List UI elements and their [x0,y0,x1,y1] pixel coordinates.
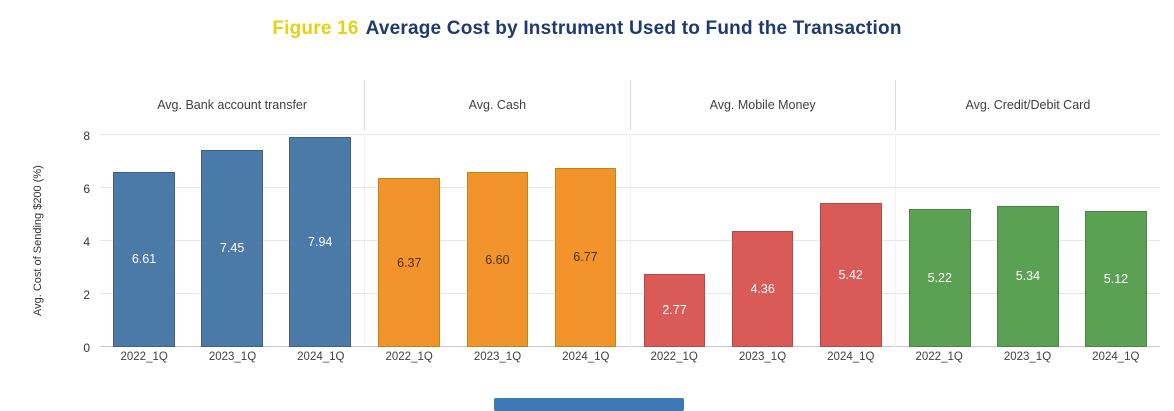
bar-slot: 2.77 [631,135,719,347]
horizontal-scrollbar-thumb[interactable] [494,398,684,411]
bar-value-label: 6.60 [485,252,510,267]
bar-avg-credit-debit-card-2022-1q[interactable]: 5.22 [908,208,971,347]
bar-avg-bank-account-transfer-2024-1q[interactable]: 7.94 [289,136,352,347]
gridline [630,187,895,188]
chart-title-prefix: Figure 16 [272,18,359,39]
bar-value-label: 2.77 [662,303,687,318]
x-tick-label: 2024_1Q [297,351,345,363]
bar-value-label: 5.34 [1015,269,1041,284]
bar-value-label: 4.36 [750,282,775,297]
bar-value-label: 7.45 [219,241,245,256]
bar-slot: 6.37 [365,135,453,347]
bar-value-label: 6.61 [131,252,157,267]
chart-title-main: Average Cost by Instrument Used to Fund … [365,18,902,39]
bar-avg-cash-2022-1q[interactable]: 6.37 [378,178,441,347]
x-tick-label: 2024_1Q [1092,351,1140,363]
bar-slot: 7.94 [276,135,364,347]
facet-panel-avg-mobile-money: 2.77 4.36 5.42 [629,134,895,347]
bars-row: 2.77 4.36 5.42 [631,135,895,347]
bar-avg-mobile-money-2024-1q[interactable]: 5.42 [819,203,882,347]
bar-avg-cash-2024-1q[interactable]: 6.77 [554,167,617,347]
gridline [895,187,1160,188]
bar-value-label: 5.22 [927,270,952,285]
x-labels-panel: 2022_1Q 2023_1Q 2024_1Q [365,351,630,369]
bar-slot: 6.60 [453,135,541,347]
x-tick-label: 2023_1Q [738,351,787,363]
bar-slot: 4.36 [719,135,807,347]
x-labels-panel: 2022_1Q 2023_1Q 2024_1Q [100,351,365,369]
x-tick-label: 2023_1Q [1003,351,1052,363]
bar-avg-credit-debit-card-2024-1q[interactable]: 5.12 [1085,211,1147,347]
y-tick-label: 2 [83,288,90,302]
bar-value-label: 5.12 [1103,272,1129,287]
bar-avg-mobile-money-2022-1q[interactable]: 2.77 [643,273,706,347]
y-tick-label: 0 [83,341,90,355]
x-tick-label: 2022_1Q [120,351,168,363]
y-tick-label: 4 [83,235,90,249]
bar-slot: 7.45 [188,135,276,347]
facet-header-row: Avg. Bank account transfer Avg. Cash Avg. … [100,80,1160,130]
bar-avg-mobile-money-2023-1q[interactable]: 4.36 [731,231,794,347]
bar-value-label: 6.77 [573,250,598,265]
y-tick-label: 8 [83,129,90,143]
bar-avg-credit-debit-card-2023-1q[interactable]: 5.34 [997,205,1059,347]
gridline [365,134,630,135]
facet-header-avg-mobile-money: Avg. Mobile Money [629,80,895,130]
facet-panel-avg-credit-debit-card: 5.22 5.34 5.12 [894,134,1160,347]
gridline [100,134,365,135]
facet-panel-avg-cash: 6.37 6.60 6.77 [364,134,630,347]
x-axis-label-row: 2022_1Q 2023_1Q 2024_1Q 2022_1Q 2023_1Q 2024_… [100,351,1160,369]
x-labels-panel: 2022_1Q 2023_1Q 2024_1Q [895,351,1160,369]
x-tick-label: 2024_1Q [827,351,875,363]
y-axis-title: Avg. Cost of Sending $200 (%) [32,165,44,317]
x-labels-panel: 2022_1Q 2023_1Q 2024_1Q [630,351,895,369]
x-tick-label: 2022_1Q [650,351,698,363]
bar-avg-bank-account-transfer-2022-1q[interactable]: 6.61 [113,171,175,347]
x-tick-label: 2023_1Q [208,351,257,363]
gridline [630,134,895,135]
bar-value-label: 7.94 [308,234,333,249]
bar-value-label: 6.37 [397,255,422,270]
x-tick-label: 2022_1Q [385,351,433,363]
plot-panels: 6.61 7.45 7.94 6.37 6.60 6.77 2.77 4.36 5.42 5.22… [100,134,1160,347]
bar-avg-cash-2023-1q[interactable]: 6.60 [466,172,529,347]
bars-row: 6.61 7.45 7.94 [100,135,364,347]
chart-title: Figure 16 Average Cost by Instrument Used… [0,18,1174,40]
facet-header-avg-cash: Avg. Cash [364,80,629,130]
facet-panel-avg-bank-account-transfer: 6.61 7.45 7.94 [100,134,365,347]
bar-slot: 6.61 [100,135,188,347]
bar-slot: 5.34 [984,135,1072,347]
bars-row: 5.22 5.34 5.12 [896,135,1160,347]
x-tick-label: 2024_1Q [562,351,610,363]
gridline [895,134,1160,135]
bar-slot: 5.42 [807,135,895,347]
y-tick-label: 6 [83,182,90,196]
bar-value-label: 5.42 [838,268,863,283]
facet-header-avg-bank-account-transfer: Avg. Bank account transfer [157,98,308,112]
bars-row: 6.37 6.60 6.77 [365,135,629,347]
bar-slot: 5.22 [896,135,984,347]
y-axis: 0 2 4 6 8 [58,129,94,355]
facet-header-avg-credit-debit-card: Avg. Credit/Debit Card [894,80,1160,130]
x-tick-label: 2022_1Q [915,351,963,363]
bar-avg-bank-account-transfer-2023-1q[interactable]: 7.45 [201,149,263,347]
bar-slot: 5.12 [1072,135,1160,347]
x-tick-label: 2023_1Q [473,351,522,363]
bar-slot: 6.77 [541,135,629,347]
